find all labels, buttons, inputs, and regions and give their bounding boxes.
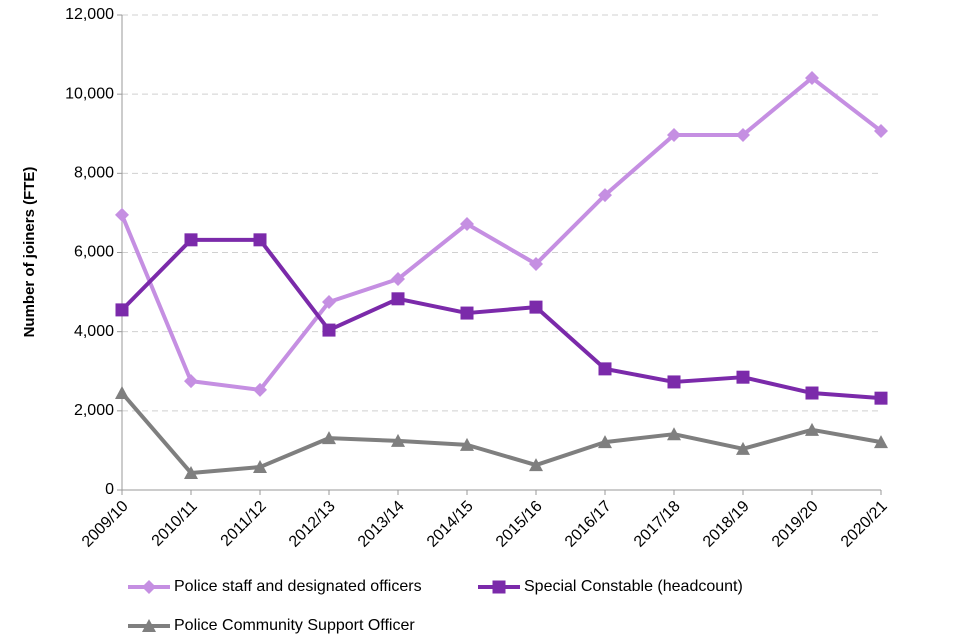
data-point — [460, 306, 474, 320]
data-point — [874, 391, 888, 405]
data-point — [805, 422, 819, 436]
y-tick-label: 12,000 — [65, 6, 114, 23]
series-line — [120, 391, 882, 475]
data-point — [805, 70, 819, 85]
data-point — [253, 460, 267, 474]
data-point — [391, 433, 405, 447]
legend-label: Police staff and designated officers — [174, 578, 422, 595]
data-point — [391, 292, 405, 306]
y-tick-label: 2,000 — [74, 402, 114, 419]
y-axis-label: Number of joiners (FTE) — [21, 167, 38, 338]
data-point — [529, 256, 543, 271]
data-point — [667, 427, 681, 441]
x-tick-label: 2014/15 — [424, 498, 477, 551]
y-tick-label: 10,000 — [65, 85, 114, 102]
series-line — [120, 237, 882, 401]
data-point — [598, 435, 612, 449]
data-point — [874, 123, 888, 138]
data-point — [184, 233, 198, 247]
data-point — [253, 233, 267, 247]
data-point — [115, 386, 129, 400]
x-tick-label: 2015/16 — [493, 498, 546, 551]
series-line — [120, 75, 883, 392]
data-point — [115, 303, 129, 317]
data-point — [805, 386, 819, 400]
legend-label: Special Constable (headcount) — [524, 578, 743, 595]
data-point — [115, 207, 129, 222]
y-tick-label: 4,000 — [74, 323, 114, 340]
data-point — [667, 127, 681, 142]
data-point — [460, 217, 474, 231]
x-tick-label: 2018/19 — [700, 498, 753, 551]
data-point — [322, 431, 336, 445]
legend-label: Police Community Support Officer — [174, 617, 415, 634]
data-point — [322, 323, 336, 337]
x-tick-label: 2017/18 — [631, 498, 684, 551]
data-point — [736, 127, 750, 142]
y-tick-label: 8,000 — [74, 165, 114, 182]
data-point — [736, 370, 750, 384]
data-point — [529, 300, 543, 314]
data-point — [736, 441, 750, 455]
x-tick-label: 2020/21 — [838, 498, 891, 551]
y-tick-label: 0 — [105, 481, 114, 498]
data-point — [529, 458, 543, 472]
x-tick-label: 2013/14 — [355, 498, 408, 551]
data-point — [460, 437, 474, 451]
data-point — [253, 382, 267, 397]
y-tick-label: 6,000 — [74, 244, 114, 261]
x-tick-label: 2019/20 — [769, 498, 822, 551]
data-point — [322, 294, 336, 309]
legend-marker — [492, 580, 506, 594]
x-tick-label: 2011/12 — [218, 498, 270, 550]
x-tick-label: 2009/10 — [79, 498, 132, 551]
data-point — [184, 374, 198, 389]
data-point — [391, 272, 405, 287]
data-point — [874, 435, 888, 449]
data-point — [184, 465, 198, 479]
data-point — [667, 375, 681, 389]
data-point — [598, 362, 612, 376]
x-tick-label: 2016/17 — [562, 498, 615, 551]
legend-marker — [142, 580, 156, 594]
data-point — [598, 188, 612, 203]
legend-marker — [142, 619, 156, 632]
x-tick-label: 2010/11 — [149, 498, 201, 550]
x-tick-label: 2012/13 — [286, 498, 339, 551]
